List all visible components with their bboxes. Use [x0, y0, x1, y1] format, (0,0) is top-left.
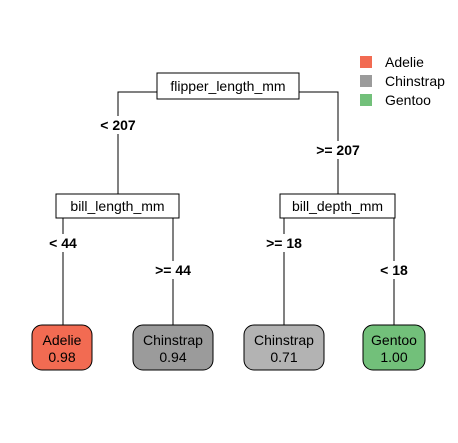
- legend-swatch-adelie: [360, 56, 372, 68]
- root-branch-left-line: [117, 91, 157, 195]
- legend-swatch-chinstrap: [360, 75, 372, 87]
- leaf-3-class: Chinstrap: [254, 332, 314, 348]
- edge-label-right-right: < 18: [380, 262, 408, 278]
- edge-label-left-left: < 44: [49, 235, 77, 251]
- left-split-label: bill_length_mm: [70, 198, 164, 214]
- right-split-node: bill_depth_mm: [279, 193, 396, 219]
- root-split-node: flipper_length_mm: [156, 72, 300, 100]
- leaf-node-4: Gentoo 1.00: [362, 324, 426, 371]
- left-split-node: bill_length_mm: [55, 193, 180, 219]
- edge-label-root-left: < 207: [100, 117, 136, 133]
- edge-labels: < 207 >= 207 < 44 >= 44 >= 18 < 18: [44, 116, 413, 279]
- legend: Adelie Chinstrap Gentoo: [360, 54, 445, 108]
- root-branch-right-line: [299, 91, 339, 194]
- leaf-2-class: Chinstrap: [143, 332, 203, 348]
- leaf-node-3: Chinstrap 0.71: [243, 324, 325, 371]
- leaf-node-2: Chinstrap 0.94: [132, 324, 214, 371]
- leaf-node-1: Adelie 0.98: [31, 324, 93, 371]
- legend-label-chinstrap: Chinstrap: [385, 73, 445, 89]
- legend-swatch-gentoo: [360, 94, 372, 106]
- leaf-4-prob: 1.00: [380, 349, 407, 365]
- leaf-1-class: Adelie: [43, 332, 82, 348]
- leaf-2-prob: 0.94: [159, 349, 186, 365]
- legend-label-gentoo: Gentoo: [385, 92, 431, 108]
- root-split-label: flipper_length_mm: [170, 78, 285, 94]
- edge-label-root-right: >= 207: [316, 142, 360, 158]
- edge-label-right-left: >= 18: [266, 235, 302, 251]
- right-split-label: bill_depth_mm: [292, 198, 383, 214]
- edge-label-left-right: >= 44: [155, 262, 191, 278]
- leaf-4-class: Gentoo: [371, 332, 417, 348]
- leaf-3-prob: 0.71: [270, 349, 297, 365]
- leaf-1-prob: 0.98: [48, 349, 75, 365]
- legend-label-adelie: Adelie: [385, 54, 424, 70]
